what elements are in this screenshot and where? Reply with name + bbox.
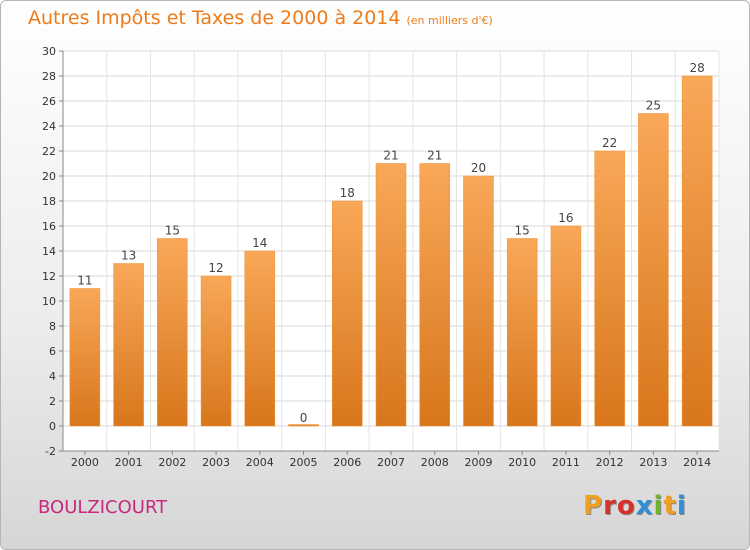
y-tick-label: 14 <box>42 245 56 258</box>
y-tick-label: 24 <box>42 120 56 133</box>
bar-2010 <box>506 238 538 427</box>
y-tick-label: 20 <box>42 170 56 183</box>
value-label-2007: 21 <box>383 149 398 163</box>
proxiti-logo[interactable]: Proxiti <box>583 491 687 521</box>
x-tick-label-2006: 2006 <box>333 456 361 469</box>
y-tick-label: 26 <box>42 95 56 108</box>
value-label-2008: 21 <box>427 149 442 163</box>
value-label-2001: 13 <box>121 249 136 263</box>
bar-2004 <box>244 250 276 427</box>
bar-2008 <box>419 163 450 427</box>
x-tick-label-2001: 2001 <box>115 456 143 469</box>
logo-letter: t <box>663 491 677 521</box>
y-tick-label: 28 <box>42 70 56 83</box>
y-tick-label: 10 <box>42 295 56 308</box>
value-label-2009: 20 <box>471 161 486 175</box>
y-tick-label: 18 <box>42 195 56 208</box>
y-tick-label: 22 <box>42 145 56 158</box>
x-tick-label-2011: 2011 <box>552 456 580 469</box>
bar-2002 <box>157 238 188 427</box>
y-tick-label: 0 <box>49 420 56 433</box>
value-label-2012: 22 <box>602 136 617 150</box>
bar-2012 <box>594 150 625 427</box>
bar-2006 <box>332 200 363 427</box>
logo-letter: i <box>653 491 664 521</box>
y-tick-label: -2 <box>45 445 56 458</box>
value-label-2006: 18 <box>340 186 355 200</box>
x-tick-label-2007: 2007 <box>377 456 405 469</box>
x-tick-label-2000: 2000 <box>71 456 99 469</box>
logo-letter: x <box>635 491 654 521</box>
y-tick-label: 2 <box>49 395 56 408</box>
x-tick-label-2008: 2008 <box>421 456 449 469</box>
x-tick-label-2013: 2013 <box>639 456 667 469</box>
logo-letter: i <box>676 491 687 521</box>
y-tick-label: 8 <box>49 320 56 333</box>
bar-2014 <box>681 75 713 427</box>
x-tick-label-2012: 2012 <box>596 456 624 469</box>
bar-2009 <box>463 175 494 427</box>
city-name: BOULZICOURT <box>38 497 168 518</box>
x-tick-label-2009: 2009 <box>464 456 492 469</box>
logo-letter: r <box>603 491 617 521</box>
y-tick-label: 30 <box>42 45 56 58</box>
value-label-2004: 14 <box>252 236 267 250</box>
bar-2001 <box>113 263 144 427</box>
value-label-2000: 11 <box>77 274 92 288</box>
value-labels: 11 13 15 12 14 0 18 21 21 20 15 16 22 25 28 <box>77 61 705 425</box>
x-tick-label-2010: 2010 <box>508 456 536 469</box>
bar-2003 <box>200 275 232 427</box>
value-label-2011: 16 <box>558 211 573 225</box>
value-label-2010: 15 <box>515 224 530 238</box>
bar-2005 <box>288 424 319 427</box>
x-tick-label-2014: 2014 <box>683 456 711 469</box>
logo-letter: P <box>583 491 604 521</box>
x-tick-label-2005: 2005 <box>290 456 318 469</box>
value-label-2013: 25 <box>646 99 661 113</box>
value-label-2005: 0 <box>300 411 308 425</box>
logo-letter: o <box>616 491 636 521</box>
bar-2013 <box>638 113 669 427</box>
bars <box>69 75 713 427</box>
y-tick-label: 12 <box>42 270 56 283</box>
x-tick-label-2002: 2002 <box>158 456 186 469</box>
chart-title: Autres Impôts et Taxes de 2000 à 2014 (en… <box>28 7 493 29</box>
value-label-2014: 28 <box>689 61 704 75</box>
x-axis: 2000 2001 2002 2003 2004 2005 2006 2007 2008 2009… <box>63 450 719 469</box>
x-tick-label-2004: 2004 <box>246 456 274 469</box>
value-label-2003: 12 <box>208 261 223 275</box>
value-label-2002: 15 <box>165 224 180 238</box>
y-tick-label: 6 <box>49 345 56 358</box>
bar-2007 <box>375 163 407 427</box>
bar-2000 <box>69 288 101 427</box>
y-tick-label: 16 <box>42 220 56 233</box>
y-tick-label: 4 <box>49 370 56 383</box>
x-tick-label-2003: 2003 <box>202 456 230 469</box>
chart-unit: (en milliers d'€) <box>406 14 493 27</box>
bar-2011 <box>550 225 582 427</box>
chart-title-text: Autres Impôts et Taxes de 2000 à 2014 <box>28 7 401 29</box>
